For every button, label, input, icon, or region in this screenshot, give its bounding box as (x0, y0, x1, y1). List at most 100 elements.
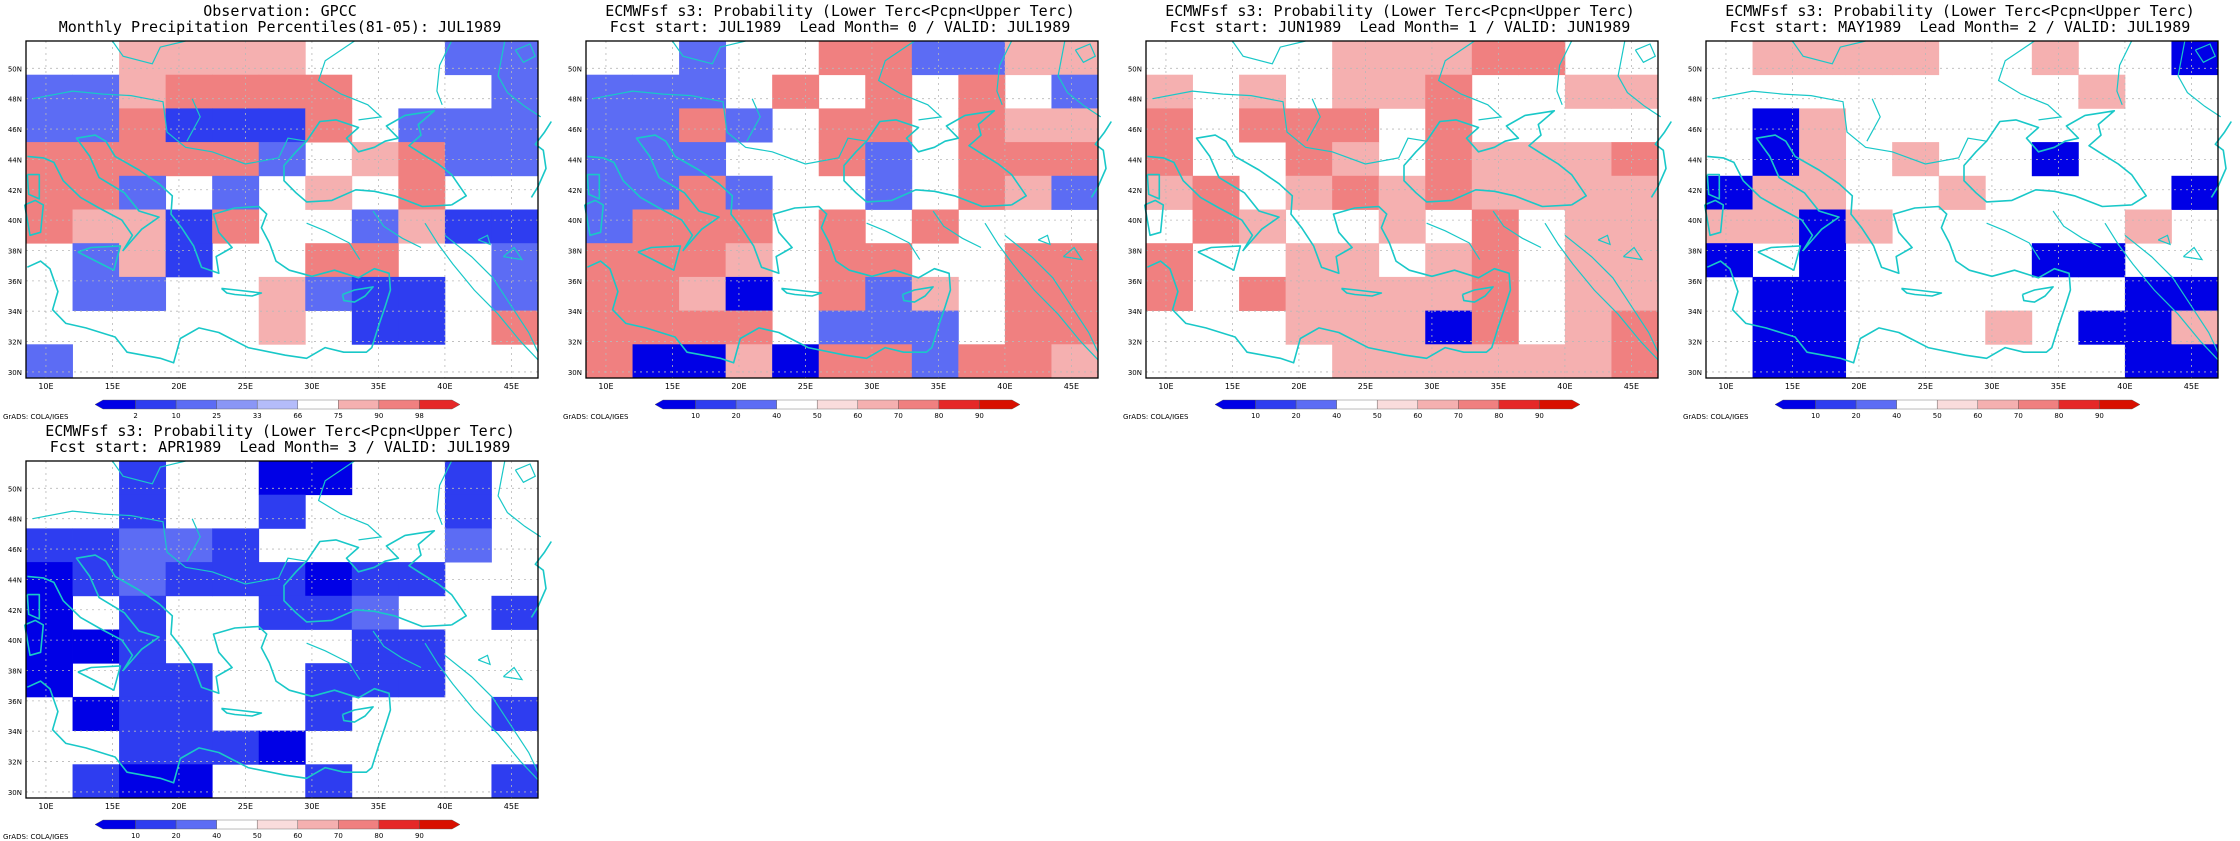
grid-cell (491, 696, 539, 731)
coastline (1143, 199, 1165, 237)
coastline (341, 706, 374, 723)
panel-subtitle: Fcst start: MAY1989 Lead Month= 2 / VALI… (1729, 18, 2191, 36)
grid-cell (1285, 175, 1333, 210)
legend-swatch (419, 399, 461, 410)
grid-cell (491, 764, 539, 799)
legend-label: 33 (253, 412, 262, 420)
legend-label: 60 (293, 832, 302, 840)
grid-cell (491, 74, 539, 109)
grid-cell (444, 494, 492, 529)
grid-cell (1146, 74, 1193, 109)
legend-label: 10 (1251, 412, 1260, 420)
grads-credit: GrADS: COLA/IGES (3, 833, 69, 841)
grid-cell (119, 663, 167, 698)
lat-tick-label: 32N (8, 339, 22, 347)
grid-cell (1611, 276, 1659, 311)
legend-swatch (378, 819, 420, 830)
legend-label: 50 (813, 412, 822, 420)
legend-swatch (857, 399, 899, 410)
grid-cell (1378, 276, 1426, 311)
lat-tick-label: 34N (1128, 308, 1142, 316)
grid-cell (1564, 243, 1612, 278)
grid-cell (586, 74, 633, 109)
lon-tick-label: 20E (731, 382, 746, 391)
grid-cell (351, 243, 399, 278)
grid-cell (586, 243, 633, 278)
legend-swatch (1295, 399, 1337, 410)
legend-label: 70 (894, 412, 903, 420)
lon-tick-label: 25E (238, 802, 253, 811)
grid-cell (444, 461, 492, 496)
grid-cell (586, 108, 633, 143)
lat-tick-label: 48N (8, 96, 22, 104)
border-line (1231, 40, 1306, 65)
grid-cell (1799, 41, 1847, 76)
legend-label: 90 (374, 412, 383, 420)
lat-tick-label: 50N (8, 65, 22, 73)
lon-tick-label: 45E (2184, 382, 2199, 391)
legend-swatch (419, 819, 461, 830)
legend-swatch (216, 399, 258, 410)
border-line (2104, 222, 2219, 361)
border-line (2177, 40, 2222, 118)
grid-cell (119, 494, 167, 529)
panel-title: ECMWFsf s3: Probability (Lower Terc<Pcpn… (45, 422, 515, 440)
legend-swatch (135, 819, 177, 830)
lon-tick-label: 10E (38, 382, 53, 391)
precip-map: 10E 15E 20E 25E 30E 35E 40E 45E 30N 32N 34N 36N 38N 4… (8, 40, 552, 420)
coastline (586, 134, 952, 364)
grid-cell (491, 108, 539, 143)
legend-label: 98 (415, 412, 424, 420)
grid-cell (119, 595, 167, 630)
legend-label: 70 (334, 832, 343, 840)
lon-tick-label: 25E (238, 382, 253, 391)
grid-cell (1285, 243, 1333, 278)
grid-cell (212, 41, 260, 76)
lat-tick-label: 32N (1688, 339, 1702, 347)
legend-swatch (1214, 399, 1256, 410)
border-line (424, 222, 539, 361)
legend-swatch (257, 399, 298, 410)
lat-tick-label: 48N (1128, 96, 1142, 104)
lat-tick-label: 40N (8, 217, 22, 225)
grid-cell (1518, 344, 1566, 379)
grid-cell (212, 175, 260, 210)
legend-swatch (695, 399, 737, 410)
lon-tick-label: 15E (1785, 382, 1800, 391)
legend-label: 66 (293, 412, 302, 420)
grid-cell (212, 209, 260, 244)
grid-cell (1051, 74, 1099, 109)
grid-cell (1471, 276, 1519, 311)
legend-swatch (1896, 399, 1938, 410)
legend-label: 70 (1454, 412, 1463, 420)
coastline (843, 110, 1028, 208)
grid-cell (398, 209, 446, 244)
grid-cell (1239, 108, 1287, 143)
coastline (77, 665, 122, 692)
legend-swatch (135, 399, 177, 410)
coastline (583, 199, 605, 237)
grid-cell (212, 730, 260, 765)
map-frame (585, 40, 1099, 379)
grid-cell (398, 629, 446, 664)
border-line (2157, 234, 2172, 246)
legend-label: 40 (1892, 412, 1901, 420)
lat-tick-label: 40N (8, 637, 22, 645)
legend-label: 2 (133, 412, 137, 420)
lat-tick-label: 42N (568, 187, 582, 195)
grid-cell (398, 562, 446, 597)
coastline (1703, 199, 1725, 237)
grid-cell (1332, 74, 1380, 109)
grid-cell (1004, 142, 1052, 177)
border-line (424, 642, 539, 781)
legend-label: 80 (1494, 412, 1503, 420)
grid-cell (725, 276, 773, 311)
legend-swatch (898, 399, 940, 410)
border-line (1004, 234, 1099, 353)
grid-cell (818, 344, 866, 379)
grid-cell (1752, 41, 1800, 76)
grid-cell (818, 108, 866, 143)
grid-cell (119, 276, 167, 311)
lon-tick-label: 20E (1291, 382, 1306, 391)
coastline (341, 286, 374, 303)
